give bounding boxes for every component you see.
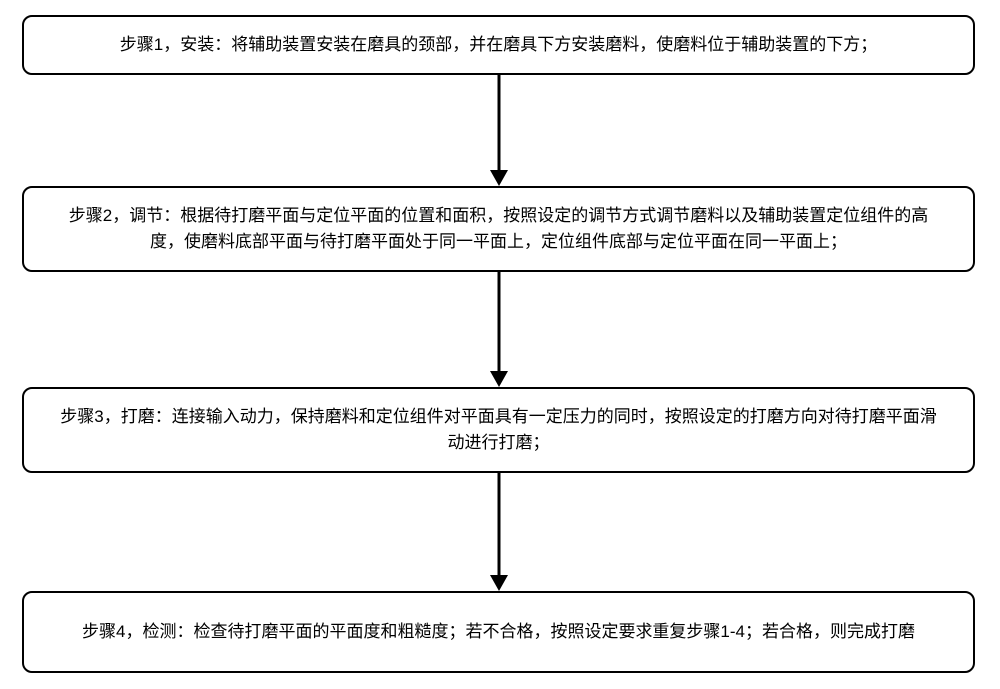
flow-arrow-2	[480, 272, 518, 387]
flow-step-1: 步骤1，安装：将辅助装置安装在磨具的颈部，并在磨具下方安装磨料，使磨料位于辅助装…	[22, 15, 975, 75]
flow-arrow-1	[480, 75, 518, 186]
flow-step-1-text: 步骤1，安装：将辅助装置安装在磨具的颈部，并在磨具下方安装磨料，使磨料位于辅助装…	[120, 32, 877, 58]
flow-step-4: 步骤4，检测：检查待打磨平面的平面度和粗糙度；若不合格，按照设定要求重复步骤1-…	[22, 591, 975, 673]
flow-step-2: 步骤2，调节：根据待打磨平面与定位平面的位置和面积，按照设定的调节方式调节磨料以…	[22, 186, 975, 272]
flow-step-2-text: 步骤2，调节：根据待打磨平面与定位平面的位置和面积，按照设定的调节方式调节磨料以…	[52, 203, 945, 256]
flow-step-3: 步骤3，打磨：连接输入动力，保持磨料和定位组件对平面具有一定压力的同时，按照设定…	[22, 387, 975, 473]
flow-step-4-text: 步骤4，检测：检查待打磨平面的平面度和粗糙度；若不合格，按照设定要求重复步骤1-…	[82, 619, 915, 645]
flow-step-3-text: 步骤3，打磨：连接输入动力，保持磨料和定位组件对平面具有一定压力的同时，按照设定…	[52, 404, 945, 457]
flow-arrow-3	[480, 473, 518, 591]
